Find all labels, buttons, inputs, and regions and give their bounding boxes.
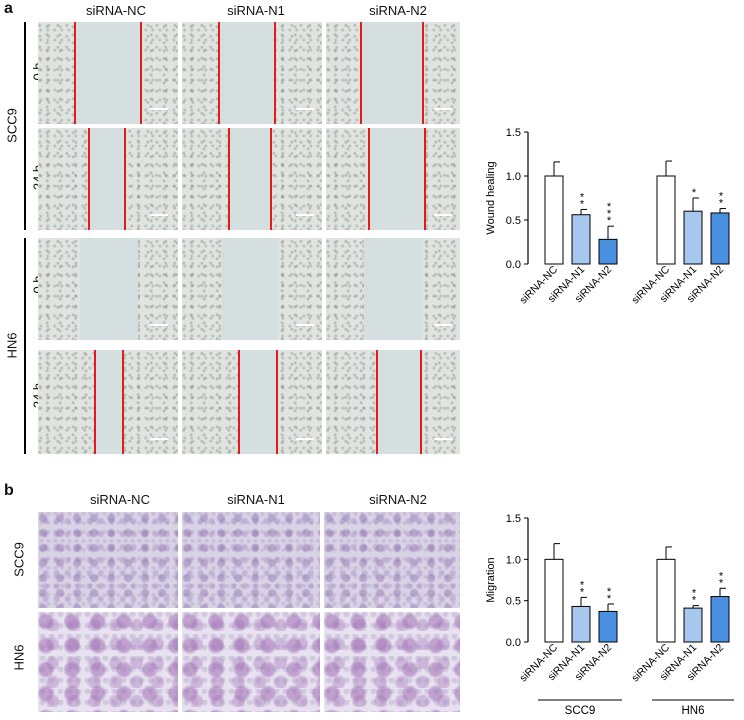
wound-image-scc9-0h-n2: [326, 22, 460, 124]
bar: [683, 210, 703, 265]
row-label-scc9: SCC9: [4, 108, 20, 143]
y-axis-label: Migration: [485, 557, 497, 602]
column-label-sirna-nc: siRNA-NC: [86, 3, 146, 18]
bar: [656, 175, 676, 265]
significance-mark: *: [719, 577, 724, 589]
y-axis-label: Wound healing: [485, 161, 497, 234]
wound-image-hn6-24h-n2: [326, 350, 460, 454]
wound-image-hn6-0h-nc: [38, 238, 178, 340]
transwell-image-hn6-n2: [324, 612, 460, 712]
row-label-hn6: HN6: [4, 332, 20, 359]
wound-image-hn6-24h-nc: [38, 350, 178, 454]
bar: [710, 212, 730, 265]
wound-image-scc9-0h-nc: [38, 22, 178, 124]
significance-mark: *: [607, 586, 612, 598]
wound-image-hn6-0h-n1: [182, 238, 322, 340]
migration-chart: 0.00.51.01.5MigrationsiRNA-NC**siRNA-N1*…: [485, 513, 734, 717]
panel-b-letter: b: [4, 482, 14, 499]
bar: [544, 558, 564, 643]
significance-mark: *: [580, 579, 585, 591]
column-label-b-sirna-nc: siRNA-NC: [90, 492, 150, 507]
wound-image-scc9-24h-nc: [38, 128, 178, 230]
significance-mark: *: [607, 593, 612, 605]
bar: [710, 596, 730, 643]
row-label-b-hn6: HN6: [11, 644, 27, 671]
y-tick-label: 1.0: [506, 171, 521, 183]
y-tick-label: 1.0: [506, 554, 521, 566]
transwell-image-scc9-n1: [182, 512, 320, 608]
significance-mark: *: [580, 586, 585, 598]
transwell-image-scc9-nc: [38, 512, 178, 608]
significance-mark: *: [719, 198, 724, 210]
wound-image-hn6-24h-n1: [182, 350, 322, 454]
significance-mark: *: [580, 198, 585, 210]
hn6-bracket: [24, 238, 26, 454]
significance-mark: *: [692, 595, 697, 607]
significance-mark: *: [607, 208, 612, 220]
y-tick-label: 0.0: [506, 637, 521, 649]
bar: [544, 175, 564, 265]
y-tick-label: 1.5: [506, 513, 521, 525]
bar: [656, 558, 676, 643]
bar: [683, 607, 703, 643]
bar: [571, 605, 591, 643]
panel-a-letter: a: [4, 0, 13, 17]
column-label-b-sirna-n1: siRNA-N1: [227, 492, 285, 507]
transwell-image-hn6-n1: [182, 612, 320, 712]
significance-mark: *: [692, 187, 697, 199]
significance-mark: *: [719, 191, 724, 203]
row-label-b-scc9: SCC9: [11, 542, 27, 577]
bar: [598, 238, 618, 265]
transwell-image-hn6-nc: [38, 612, 178, 712]
y-tick-label: 0.5: [506, 215, 521, 227]
column-label-sirna-n2: siRNA-N2: [369, 3, 427, 18]
significance-mark: *: [580, 191, 585, 203]
column-label-sirna-n1: siRNA-N1: [227, 3, 285, 18]
bar: [571, 214, 591, 265]
y-tick-label: 1.5: [506, 127, 521, 139]
significance-mark: *: [692, 588, 697, 600]
transwell-image-scc9-n2: [324, 512, 460, 608]
group-label: SCC9: [565, 705, 596, 717]
wound-image-hn6-0h-n2: [326, 238, 460, 340]
wound-image-scc9-0h-n1: [182, 22, 322, 124]
y-tick-label: 0.5: [506, 596, 521, 608]
wound-image-scc9-24h-n2: [326, 128, 460, 230]
scc9-bracket: [24, 22, 26, 230]
y-tick-label: 0.0: [506, 259, 521, 271]
bar: [598, 610, 618, 643]
significance-mark: *: [607, 215, 612, 227]
column-label-b-sirna-n2: siRNA-N2: [369, 492, 427, 507]
significance-mark: *: [607, 201, 612, 213]
wound-image-scc9-24h-n1: [182, 128, 322, 230]
group-label: HN6: [681, 705, 704, 717]
significance-mark: *: [719, 570, 724, 582]
